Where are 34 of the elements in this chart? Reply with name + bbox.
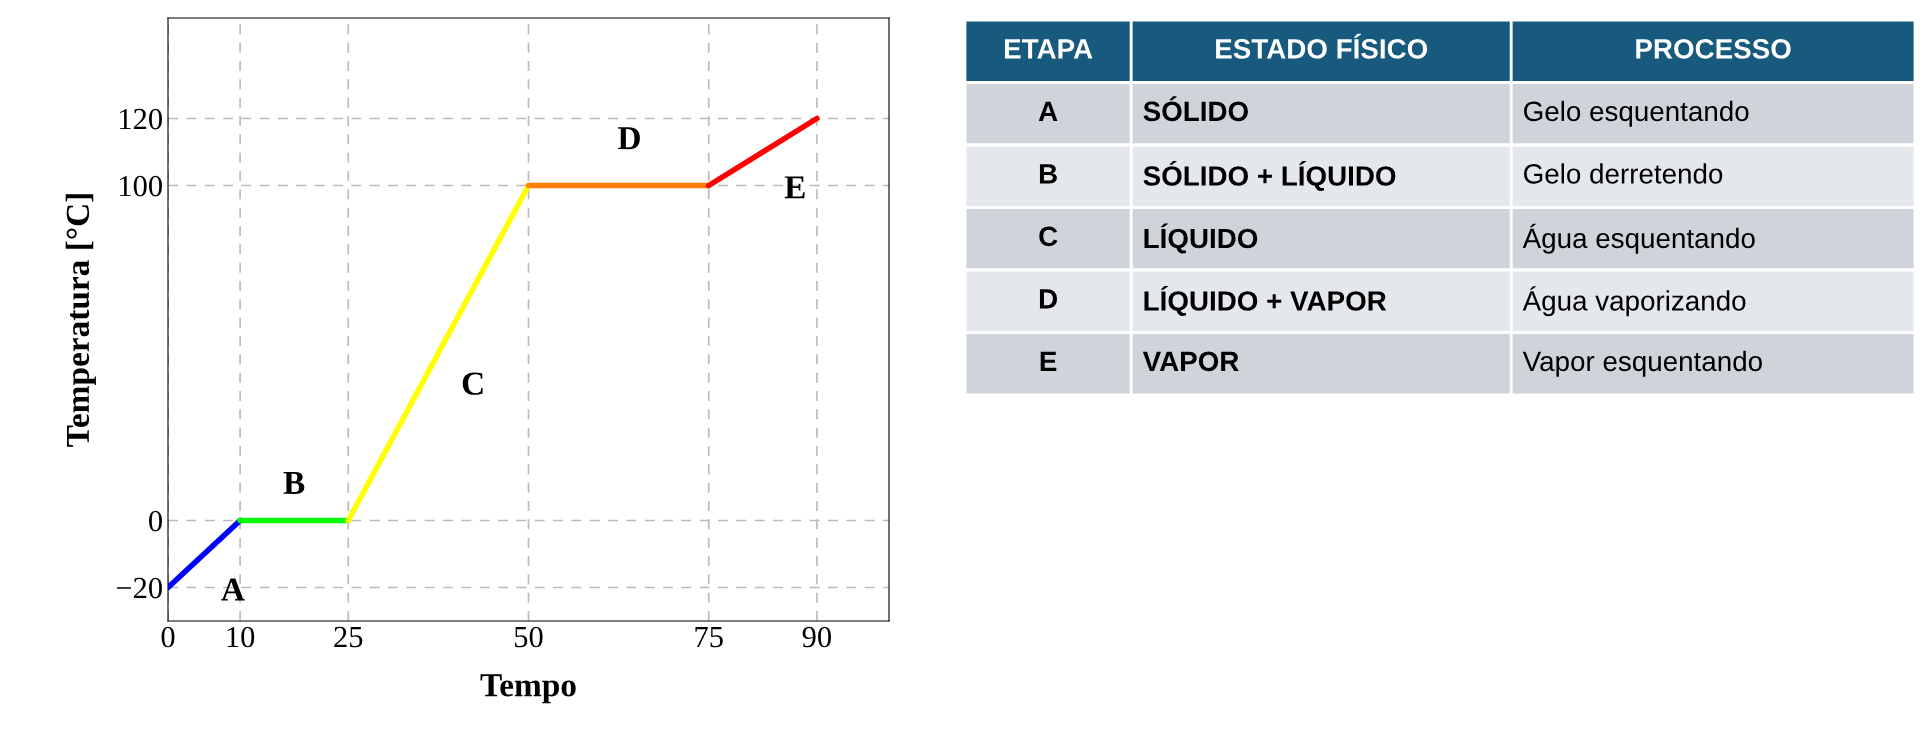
- text: Água vaporizando: [1522, 286, 1746, 317]
- x-tick-label: 75: [695, 627, 723, 648]
- y-axis-title: Temperatura [°C]: [65, 194, 96, 447]
- annotation: C: [462, 372, 483, 395]
- text: Gelo derretendo: [1524, 163, 1723, 184]
- text: SÓLIDO + LÍQUIDO: [1143, 160, 1396, 191]
- x-tick-label: 90: [802, 626, 832, 648]
- text: Água esquentando: [1522, 223, 1755, 254]
- y-tick-label: 120: [119, 108, 162, 130]
- text: LÍQUIDO: [1144, 223, 1258, 254]
- x-tick-label: 50: [515, 626, 543, 648]
- category-label: ETAPA: [1004, 39, 1093, 59]
- text: B: [1039, 164, 1057, 184]
- text: D: [1039, 289, 1057, 309]
- text: E: [1040, 351, 1057, 371]
- category-label: PROCESSO: [1636, 39, 1791, 59]
- text: Vapor esquentando: [1522, 350, 1762, 377]
- text: C: [1039, 226, 1058, 247]
- y-tick-label: −20: [116, 577, 162, 599]
- annotation: B: [283, 471, 305, 494]
- text: SÓLIDO: [1143, 96, 1248, 122]
- category-label: ESTADO FÍSICO: [1216, 33, 1428, 59]
- y-tick-label: 100: [119, 175, 162, 197]
- annotation: A: [221, 578, 245, 601]
- text: LÍQUIDO + VAPOR: [1144, 285, 1387, 316]
- text: Gelo esquentando: [1524, 100, 1749, 127]
- y-tick-label: 0: [149, 510, 162, 532]
- x-tick-label: 25: [334, 626, 363, 648]
- annotation: E: [784, 176, 805, 199]
- x-axis-title: Tempo: [480, 674, 576, 704]
- text: VAPOR: [1142, 351, 1239, 372]
- annotation: D: [617, 127, 640, 150]
- text: A: [1038, 101, 1058, 121]
- x-tick-label: 10: [227, 626, 255, 648]
